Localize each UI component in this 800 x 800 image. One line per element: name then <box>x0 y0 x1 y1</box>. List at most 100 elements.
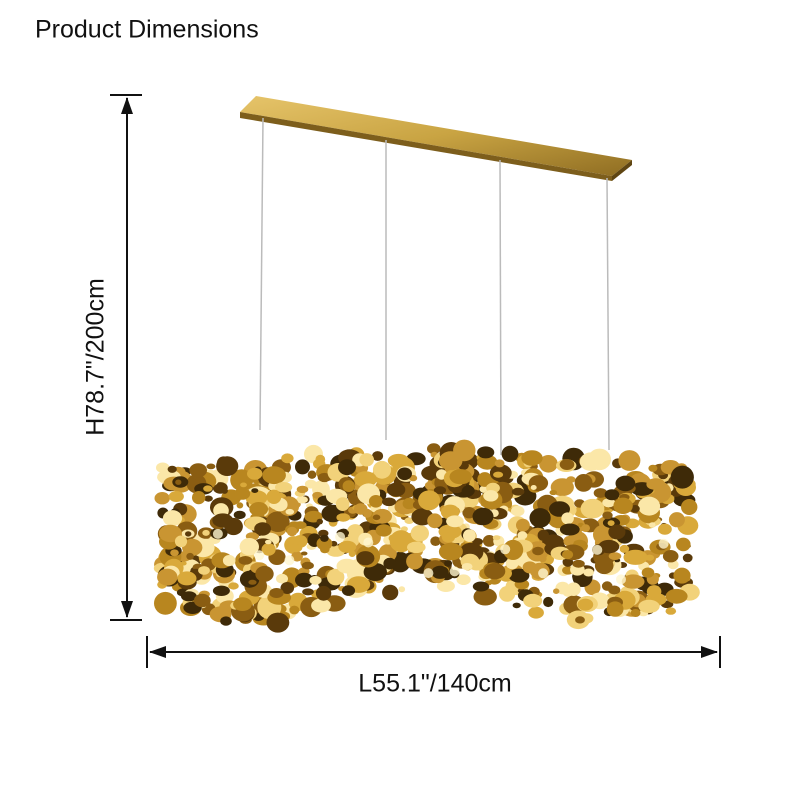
leaf <box>338 459 356 476</box>
leaf <box>528 606 544 619</box>
leaf <box>397 467 412 481</box>
leaf <box>285 508 295 515</box>
leaf <box>477 454 498 470</box>
leaf <box>444 560 453 567</box>
leaf <box>574 474 593 492</box>
leaf <box>602 511 613 520</box>
leaf <box>658 523 672 535</box>
leaf <box>588 448 611 471</box>
leaf <box>233 510 246 520</box>
leaf <box>682 553 693 563</box>
leaf <box>220 616 232 626</box>
leaf <box>182 538 203 557</box>
leaf <box>483 490 499 502</box>
leaf <box>583 568 594 577</box>
leaf <box>461 485 473 497</box>
leaf <box>375 524 392 537</box>
leaf <box>402 497 416 510</box>
leaf <box>335 497 350 511</box>
leaf <box>177 571 197 586</box>
leaf <box>602 498 616 508</box>
canopy <box>240 96 632 181</box>
leaf <box>529 508 551 528</box>
leaf <box>295 572 314 588</box>
light-glow <box>500 544 511 555</box>
leaf <box>681 499 698 515</box>
light-glow <box>254 550 265 561</box>
leaf <box>382 497 396 507</box>
leaf <box>257 603 270 616</box>
leaf <box>216 456 239 476</box>
leaf <box>154 591 177 615</box>
leaf <box>302 588 314 596</box>
leaf <box>453 439 476 462</box>
leaf <box>462 507 476 519</box>
leaf <box>206 463 216 470</box>
leaf <box>438 542 463 561</box>
leaf <box>608 552 622 560</box>
leaf <box>618 450 641 471</box>
leaf <box>523 593 543 608</box>
leaf <box>463 529 476 542</box>
light-glow <box>335 531 346 542</box>
leaf <box>261 543 276 556</box>
leaf <box>619 544 630 553</box>
leaf <box>501 445 519 463</box>
light-glow <box>538 568 549 579</box>
leaf <box>372 451 384 461</box>
leaf <box>254 522 271 536</box>
leaf <box>212 585 230 596</box>
leaf <box>162 510 183 527</box>
leaf <box>668 512 685 528</box>
leaf <box>606 601 624 617</box>
leaf <box>516 518 530 532</box>
leaf <box>353 503 368 515</box>
leaf <box>368 495 383 508</box>
leaf <box>275 482 293 493</box>
leaf <box>538 555 547 563</box>
leaf <box>537 529 549 541</box>
leaf <box>269 588 284 598</box>
leaf <box>505 557 519 570</box>
leaf <box>372 460 392 479</box>
leaf <box>649 522 656 528</box>
leaf <box>473 588 497 606</box>
leaf <box>638 496 661 516</box>
leaf <box>286 526 298 537</box>
light-glow <box>423 568 434 579</box>
leaf <box>502 539 524 561</box>
leaf <box>295 459 310 475</box>
leaf <box>193 593 211 608</box>
leaf <box>484 563 506 580</box>
leaf <box>580 498 605 519</box>
leaf <box>566 582 581 596</box>
leaf <box>222 555 236 567</box>
leaf <box>251 488 259 493</box>
leaf <box>641 567 655 578</box>
leaf <box>510 505 525 517</box>
leaf <box>212 513 234 528</box>
light-glow <box>616 574 626 585</box>
leaf <box>607 520 615 526</box>
leaf <box>530 485 537 490</box>
leaf <box>289 605 300 615</box>
leaf <box>189 463 207 478</box>
light-glow <box>592 544 603 555</box>
leaf <box>386 482 406 497</box>
leaf <box>316 537 333 551</box>
leaf <box>336 558 358 574</box>
leaf <box>512 602 521 609</box>
leaf <box>431 565 449 579</box>
leaf <box>203 485 213 492</box>
leaf <box>499 586 516 602</box>
leaf <box>604 489 620 501</box>
leaf <box>645 554 655 561</box>
leaf <box>449 469 472 485</box>
leaf <box>456 574 471 585</box>
leaf <box>441 532 455 543</box>
leaf <box>472 581 490 592</box>
leaf <box>266 511 290 532</box>
leaf <box>613 497 633 514</box>
leaf <box>630 609 641 617</box>
leaf <box>315 454 326 465</box>
